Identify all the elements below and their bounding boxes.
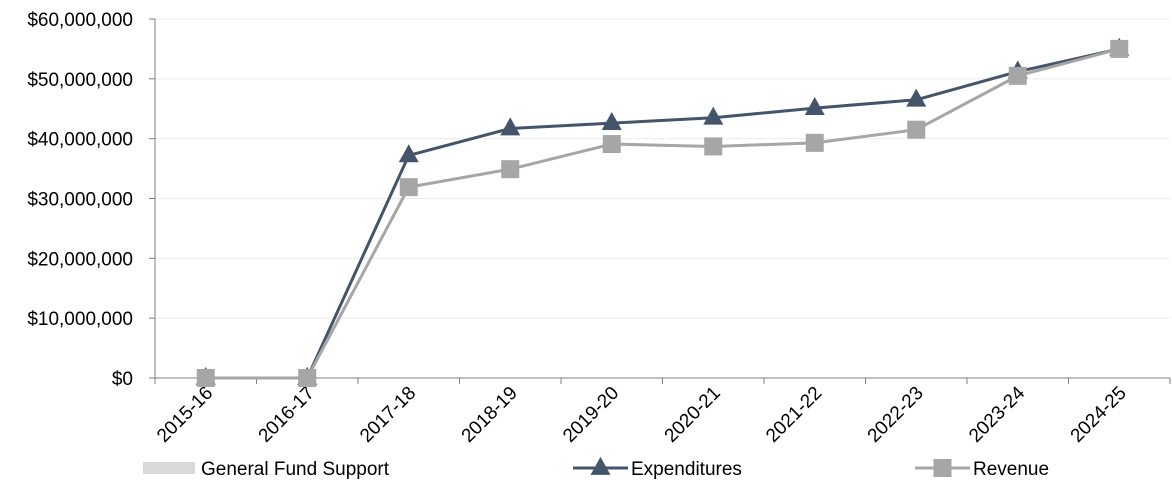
legend-item-general-fund-support: General Fund Support — [143, 459, 390, 480]
data-point — [906, 88, 927, 107]
data-point — [1008, 66, 1027, 85]
x-tick-label: 2015-16 — [153, 383, 217, 447]
y-tick-label: $60,000,000 — [27, 10, 133, 31]
y-tick-label: $40,000,000 — [27, 130, 133, 151]
data-point — [1110, 39, 1129, 58]
x-tick-label: 2021-22 — [762, 383, 826, 447]
data-point — [804, 96, 825, 115]
data-point — [601, 111, 622, 130]
y-tick-label: $20,000,000 — [27, 249, 133, 270]
legend-item-expenditures: Expenditures — [573, 456, 742, 480]
data-point — [399, 178, 418, 197]
legend-label: Revenue — [973, 459, 1049, 480]
legend-marker — [590, 456, 611, 475]
data-point — [703, 106, 724, 125]
data-point — [398, 144, 419, 163]
grid-lines — [155, 18, 1170, 319]
legend: General Fund Support Expenditures Revenue — [143, 456, 1049, 480]
legend-label: General Fund Support — [201, 459, 390, 480]
data-point — [196, 369, 215, 387]
data-point — [907, 120, 926, 139]
x-tick-label: 2019-20 — [559, 383, 623, 447]
series — [195, 37, 1130, 387]
data-point — [602, 135, 621, 154]
x-tick-label: 2020-21 — [661, 383, 725, 447]
legend-item-revenue: Revenue — [915, 459, 1049, 480]
x-tick-label: 2017-18 — [356, 383, 420, 447]
data-point — [298, 369, 317, 387]
y-tick-label: $0 — [112, 369, 133, 390]
legend-label: Expenditures — [631, 459, 742, 480]
x-axis-ticks: 2015-16 2016-17 2017-18 2018-19 2019-20 2020-… — [153, 378, 1171, 447]
x-tick-label: 2022-23 — [864, 383, 928, 447]
legend-marker — [933, 459, 952, 477]
data-point — [500, 117, 521, 136]
data-point — [805, 133, 824, 152]
x-tick-label: 2024-25 — [1067, 383, 1131, 447]
y-tick-label: $50,000,000 — [27, 70, 133, 91]
data-point — [501, 160, 520, 179]
x-tick-label: 2023-24 — [965, 382, 1029, 446]
y-tick-label: $10,000,000 — [27, 309, 133, 330]
series-line — [205, 47, 1120, 380]
y-tick-label: $30,000,000 — [27, 190, 133, 211]
x-tick-label: 2018-19 — [458, 383, 522, 447]
series-line — [205, 47, 1120, 380]
series-revenue — [196, 39, 1129, 387]
legend-swatch — [143, 462, 195, 474]
y-axis-ticks: $0 $10,000,000 $20,000,000 $30,000,000 $40,0… — [27, 10, 155, 390]
x-tick-label: 2016-17 — [255, 383, 319, 447]
data-point — [704, 137, 723, 156]
